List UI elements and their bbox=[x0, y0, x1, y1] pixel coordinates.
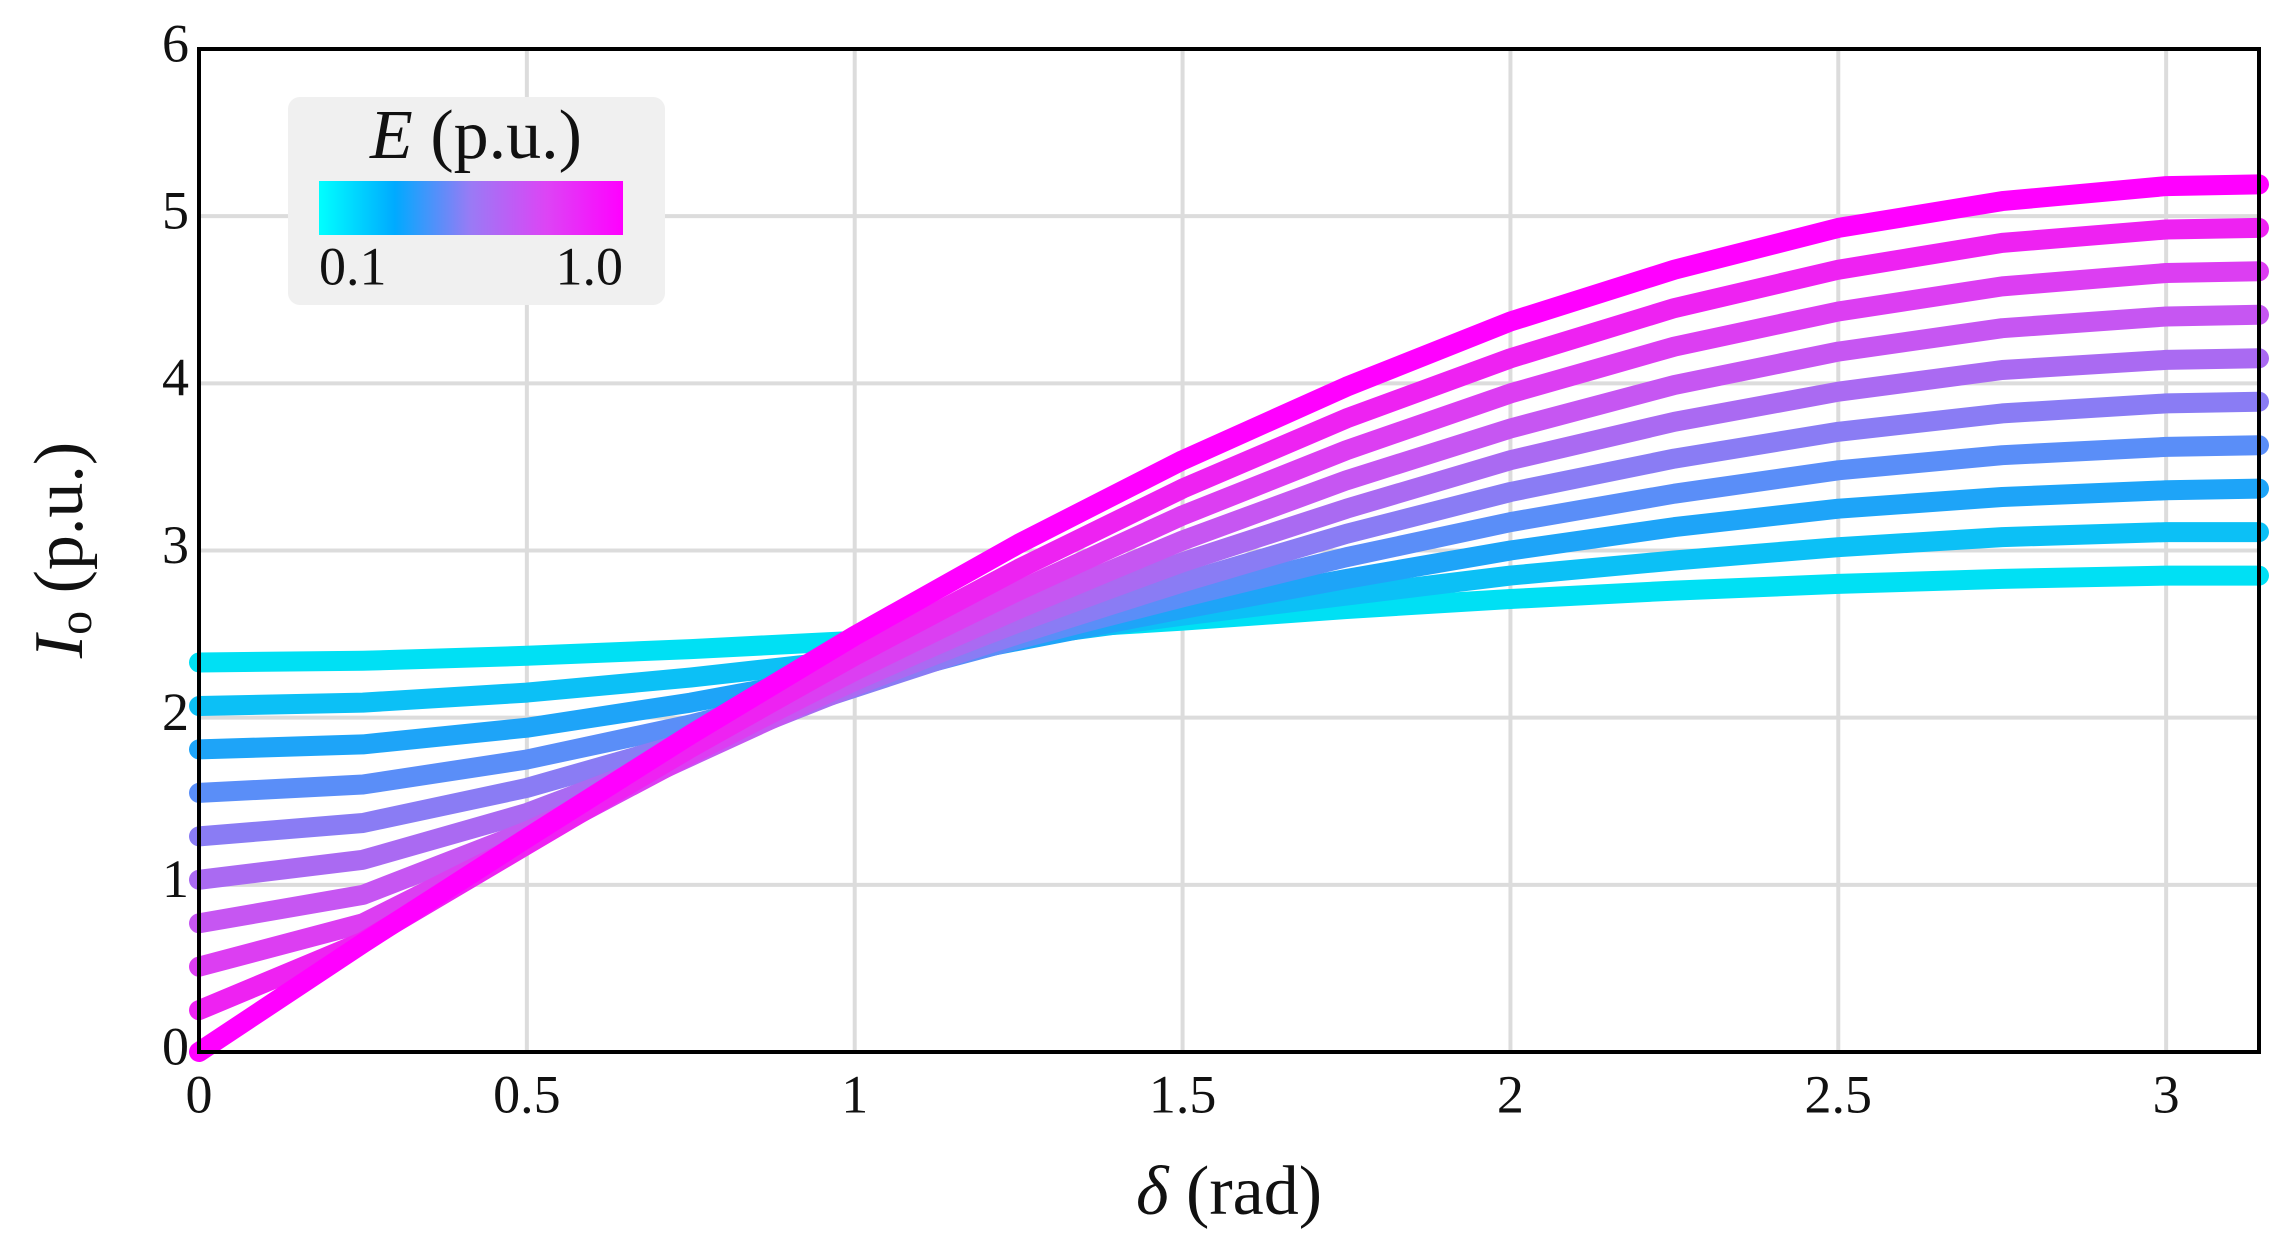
x-tick-label: 0 bbox=[186, 1064, 213, 1124]
plot-frame bbox=[197, 47, 2261, 1054]
series-line bbox=[189, 348, 2269, 890]
y-label-unit: (p.u.) bbox=[21, 442, 98, 594]
ticks: 0 0.5 1 1.5 2 2.5 3 0 1 2 3 4 5 6 bbox=[162, 13, 2180, 1124]
series-line bbox=[189, 391, 2269, 847]
x-label-unit: (rad) bbox=[1186, 1153, 1322, 1230]
colorbar-tick-label: 0.1 bbox=[319, 236, 387, 296]
series-line bbox=[189, 435, 2269, 803]
y-label-symbol: I bbox=[21, 631, 98, 659]
y-tick-label: 6 bbox=[162, 13, 189, 73]
x-tick-label: 1.5 bbox=[1149, 1064, 1217, 1124]
x-tick-label: 3 bbox=[2153, 1064, 2180, 1124]
y-axis-label: Io (p.u.) bbox=[21, 442, 112, 659]
y-label-subscript: o bbox=[49, 611, 102, 635]
y-tick-label: 1 bbox=[162, 849, 189, 909]
x-label-symbol: δ bbox=[1136, 1153, 1170, 1230]
x-tick-label: 2.5 bbox=[1805, 1064, 1873, 1124]
x-tick-label: 0.5 bbox=[493, 1064, 561, 1124]
colorbar-title-symbol: E bbox=[369, 97, 413, 174]
y-tick-label: 4 bbox=[162, 348, 189, 408]
colorbar-tick-label: 1.0 bbox=[556, 236, 624, 296]
colorbar-legend: E (p.u.) 0.1 1.0 bbox=[288, 97, 665, 305]
series-line bbox=[189, 478, 2269, 760]
lines bbox=[189, 174, 2269, 1062]
x-tick-label: 1 bbox=[841, 1064, 868, 1124]
y-tick-label: 0 bbox=[162, 1016, 189, 1076]
colorbar-title-unit: (p.u.) bbox=[430, 97, 582, 174]
series-line bbox=[189, 522, 2269, 716]
x-axis-label: δ (rad) bbox=[1136, 1153, 1322, 1230]
series-line bbox=[189, 174, 2269, 1062]
y-tick-label: 3 bbox=[162, 515, 189, 575]
colorbar bbox=[319, 181, 623, 235]
y-tick-label: 5 bbox=[162, 181, 189, 241]
colorbar-title: E (p.u.) bbox=[369, 97, 582, 174]
y-tick-label: 2 bbox=[162, 682, 189, 742]
x-tick-label: 2 bbox=[1497, 1064, 1524, 1124]
